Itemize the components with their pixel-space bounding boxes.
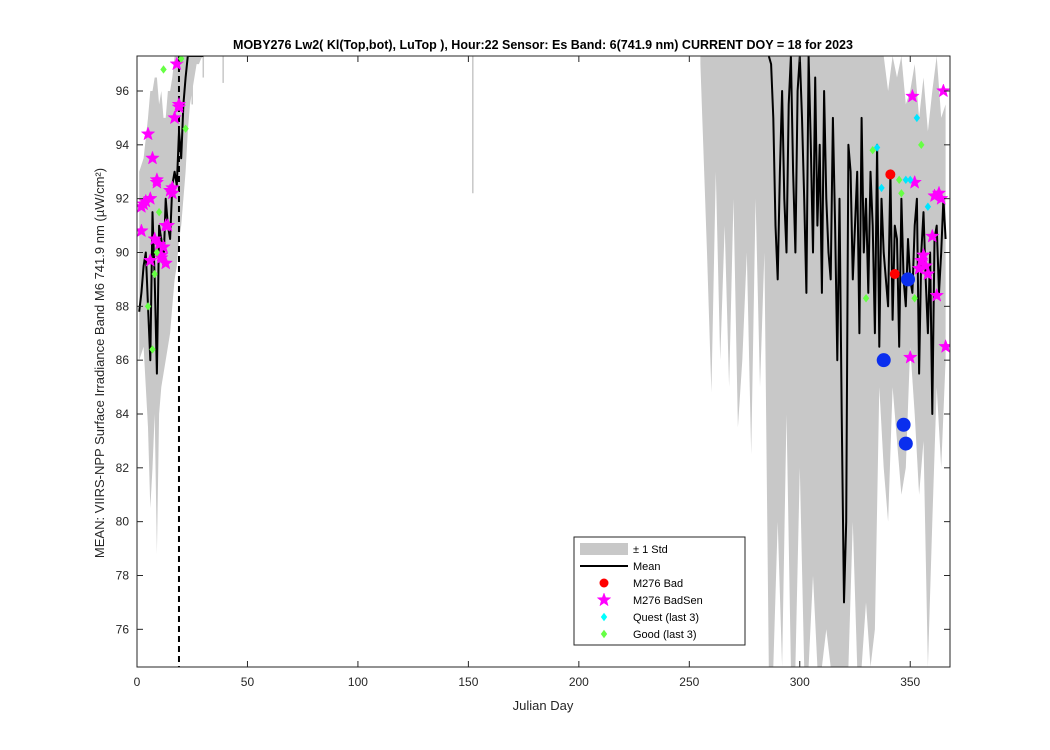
- good-point: [869, 146, 876, 155]
- y-tick-label: 80: [116, 515, 130, 529]
- x-tick-label: 0: [134, 675, 141, 689]
- y-tick-label: 88: [116, 299, 130, 313]
- x-tick-label: 150: [458, 675, 478, 689]
- badsen-point: [902, 349, 918, 364]
- badsen-point: [938, 338, 950, 353]
- badsen-point: [933, 190, 949, 205]
- plot-content: [137, 56, 950, 667]
- x-axis-label: Julian Day: [513, 698, 574, 713]
- m276-bad-point: [889, 269, 900, 280]
- badsen-point: [158, 255, 174, 270]
- good-point: [911, 294, 918, 303]
- blue-point: [876, 353, 891, 368]
- x-tick-label: 50: [241, 675, 255, 689]
- badsen-point: [165, 185, 180, 200]
- legend-label: Mean: [633, 561, 661, 573]
- x-tick-label: 300: [790, 675, 810, 689]
- blue-point: [896, 417, 911, 432]
- quest-point: [873, 143, 881, 152]
- blue-point: [898, 436, 913, 451]
- legend-label: Quest (last 3): [633, 612, 699, 624]
- good-point: [153, 248, 161, 257]
- y-tick-label: 94: [116, 138, 130, 152]
- good-point: [151, 269, 158, 279]
- badsen-point: [920, 266, 936, 281]
- legend-label: M276 Bad: [633, 578, 683, 590]
- y-tick-label: 90: [116, 245, 130, 259]
- quest-point: [907, 175, 914, 185]
- legend-swatch-std: [580, 543, 628, 555]
- badsen-point: [918, 258, 934, 273]
- x-tick-label: 250: [679, 675, 699, 689]
- badsen-point: [142, 252, 158, 267]
- quest-point: [902, 175, 910, 185]
- y-tick-label: 96: [116, 84, 130, 98]
- badsen-point: [158, 217, 174, 232]
- good-point: [177, 56, 185, 63]
- legend-label: M276 BadSen: [633, 595, 703, 607]
- mean-line: [138, 56, 947, 604]
- good-point: [918, 140, 925, 150]
- x-tick-label: 350: [900, 675, 920, 689]
- legend-swatch-diamond: [600, 612, 608, 622]
- badsen-point: [905, 88, 920, 103]
- std-band-late: [700, 56, 946, 667]
- plot-area: 0 50 100 150 200 250 300 350 76 78 80 82 84 86 88 90 92 9…: [116, 55, 951, 689]
- y-tick-label: 82: [116, 461, 130, 475]
- y-tick-label: 92: [116, 192, 130, 206]
- good-point: [149, 345, 156, 354]
- good-point: [862, 294, 870, 303]
- axes-box: [136, 55, 951, 668]
- legend-swatch-bad: [599, 578, 609, 588]
- badsen-point: [936, 83, 950, 98]
- good-point: [182, 124, 189, 133]
- legend: ± 1 Std Mean M276 Bad M276 BadSen Quest (las…: [573, 536, 746, 646]
- badsen-point: [165, 180, 180, 195]
- blue-point: [901, 272, 916, 287]
- good-point: [160, 65, 167, 74]
- legend-label: ± 1 Std: [633, 544, 668, 556]
- good-point: [155, 207, 163, 217]
- badsen-point: [916, 247, 931, 262]
- m276-bad-point: [885, 169, 896, 180]
- badsen-point: [156, 239, 171, 254]
- quest-point: [924, 202, 932, 211]
- good-point: [144, 302, 152, 311]
- y-tick-label: 84: [116, 407, 130, 421]
- legend-label: Good (last 3): [633, 629, 697, 641]
- y-tick-label: 78: [116, 568, 130, 582]
- chart-title: MOBY276 Lw2( Kl(Top,bot), LuTop ), Hour:…: [233, 38, 853, 52]
- badsen-point: [167, 110, 182, 125]
- badsen-point: [929, 287, 945, 302]
- good-point: [895, 175, 903, 185]
- x-tick-label: 100: [348, 675, 368, 689]
- badsen-point: [140, 126, 156, 141]
- y-tick-label: 76: [116, 622, 130, 636]
- legend-swatch-diamond: [600, 629, 608, 639]
- x-tick-label: 200: [569, 675, 589, 689]
- y-axis-label: MEAN: VIIRS-NPP Surface Irradiance Band …: [92, 168, 107, 558]
- badsen-point: [925, 228, 940, 243]
- quest-point: [878, 183, 885, 193]
- badsen-point: [145, 150, 160, 165]
- badsen-point: [149, 174, 165, 189]
- legend-swatch-badsen: [596, 592, 612, 607]
- quest-point: [913, 113, 921, 123]
- y-tick-label: 86: [116, 353, 130, 367]
- badsen-point: [137, 223, 149, 238]
- badsen-point: [171, 99, 187, 114]
- good-point: [898, 189, 905, 198]
